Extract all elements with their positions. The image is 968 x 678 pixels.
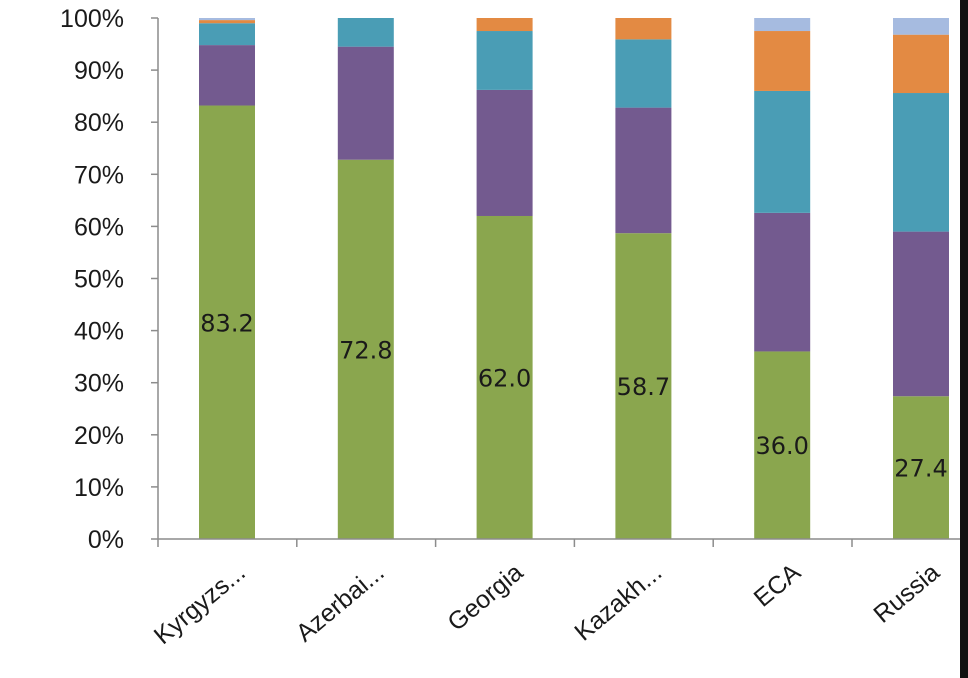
bar-segment-series-2 bbox=[199, 45, 255, 106]
data-label: 62.0 bbox=[478, 364, 531, 392]
bars bbox=[199, 18, 949, 540]
bar-segment-series-5 bbox=[754, 18, 811, 32]
y-tick-label: 30% bbox=[74, 370, 124, 398]
data-label: 58.7 bbox=[617, 373, 670, 401]
bar-segment-series-4 bbox=[199, 20, 255, 24]
x-category-label: ECA bbox=[749, 558, 807, 613]
bar-segment-series-3 bbox=[893, 93, 949, 232]
bar-segment-series-4 bbox=[476, 18, 533, 32]
bar-segment-series-1 bbox=[754, 351, 811, 539]
bar-segment-series-2 bbox=[754, 212, 811, 352]
bar-segment-series-3 bbox=[199, 23, 255, 46]
y-tick-label: 50% bbox=[74, 266, 124, 294]
bar-segment-series-4 bbox=[615, 18, 672, 40]
bar-segment-series-4 bbox=[893, 34, 949, 94]
bar-segment-series-1 bbox=[337, 159, 394, 539]
x-category-label: Kazakh... bbox=[569, 558, 667, 646]
bar-segment-series-2 bbox=[337, 46, 394, 160]
y-tick-label: 60% bbox=[74, 213, 124, 241]
bar-segment-series-3 bbox=[337, 18, 394, 47]
bar-segment-series-3 bbox=[476, 31, 533, 90]
bar-segment-series-5 bbox=[893, 18, 949, 35]
bar-segment-series-1 bbox=[476, 215, 533, 540]
bar-segment-series-3 bbox=[615, 39, 672, 108]
bar-segment-series-2 bbox=[615, 107, 672, 234]
x-category-label: Georgia bbox=[442, 558, 528, 637]
data-label: 72.8 bbox=[339, 336, 392, 364]
bar-segment-series-4 bbox=[754, 31, 811, 91]
window-edge bbox=[960, 0, 968, 678]
bar-segment-series-5 bbox=[199, 18, 255, 21]
y-tick-label: 10% bbox=[74, 474, 124, 502]
y-tick-label: 90% bbox=[74, 57, 124, 85]
y-tick-label: 100% bbox=[60, 5, 124, 33]
x-category-label: Azerbai... bbox=[291, 558, 390, 647]
bar-segment-series-1 bbox=[893, 396, 949, 539]
x-category-label: Kyrgyzs... bbox=[149, 558, 251, 650]
y-tick-label: 20% bbox=[74, 422, 124, 450]
y-tick-label: 80% bbox=[74, 109, 124, 137]
bar-segment-series-1 bbox=[199, 105, 255, 539]
y-tick-label: 40% bbox=[74, 318, 124, 346]
bar-segment-series-2 bbox=[893, 231, 949, 397]
data-label: 36.0 bbox=[755, 432, 808, 460]
y-tick-label: 0% bbox=[88, 526, 124, 554]
y-axis-ticks: 0% 10% 20% 30% 40% 50% 60% 70% 80% 90% 100% bbox=[60, 5, 158, 554]
y-tick-label: 70% bbox=[74, 161, 124, 189]
bar-segment-series-1 bbox=[615, 233, 672, 539]
x-axis-labels: Kyrgyzs... Azerbai... Georgia Kazakh... ECA R… bbox=[149, 558, 945, 650]
axes bbox=[157, 18, 960, 547]
bar-segment-series-2 bbox=[476, 89, 533, 216]
data-label: 83.2 bbox=[200, 309, 253, 337]
x-category-label: Russia bbox=[868, 558, 945, 629]
data-label: 27.4 bbox=[894, 455, 947, 483]
data-labels: 83.2 72.8 62.0 58.7 36.0 27.4 bbox=[200, 309, 947, 482]
bar-segment-series-3 bbox=[754, 90, 811, 213]
